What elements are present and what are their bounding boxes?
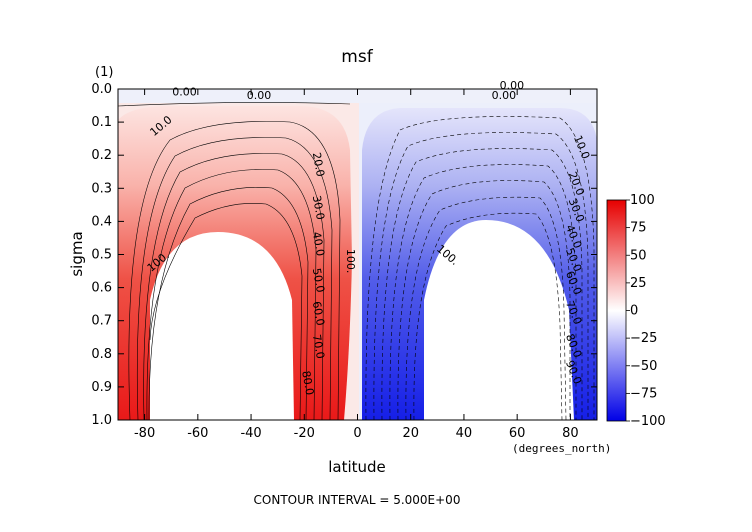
contour-label: 100. bbox=[344, 249, 357, 274]
y-axis: 0.0 0.1 0.2 0.3 0.4 0.5 0.6 0.7 0.8 0.9 1.0 bbox=[91, 82, 597, 428]
x-tick-label: 80 bbox=[562, 426, 579, 441]
southern-terrain-mask bbox=[150, 232, 294, 420]
colorbar-tick-label: 75 bbox=[630, 221, 647, 236]
contour-field bbox=[118, 89, 597, 420]
x-tick-label: 60 bbox=[509, 426, 526, 441]
colorbar-tick-label: 0 bbox=[630, 304, 638, 319]
x-tick-label: -40 bbox=[240, 426, 261, 441]
x-tick-label: 40 bbox=[456, 426, 473, 441]
northern-terrain-mask bbox=[424, 220, 574, 420]
colorbar-tick-label: 25 bbox=[630, 276, 647, 291]
colorbar-tick-label: −25 bbox=[630, 331, 657, 346]
y-tick-label: 1.0 bbox=[91, 413, 112, 428]
colorbar-tick-label: 50 bbox=[630, 248, 647, 263]
y-units-label: (1) bbox=[95, 65, 113, 80]
x-tick-label: 20 bbox=[402, 426, 419, 441]
colorbar bbox=[606, 199, 627, 422]
x-axis-label: latitude bbox=[328, 458, 386, 476]
contour-label: 60.0 bbox=[310, 300, 327, 326]
y-axis-label: sigma bbox=[68, 231, 86, 276]
contour-label: 80.0 bbox=[299, 370, 316, 396]
contour-label: 70.0 bbox=[310, 333, 327, 359]
y-tick-label: 0.2 bbox=[91, 148, 112, 163]
y-tick-label: 0.6 bbox=[91, 281, 112, 296]
positive-contours bbox=[118, 102, 351, 420]
x-tick-label: 0 bbox=[353, 426, 361, 441]
y-tick-label: 0.4 bbox=[91, 214, 112, 229]
y-tick-label: 0.8 bbox=[91, 347, 112, 362]
y-tick-label: 0.1 bbox=[91, 115, 112, 130]
colorbar-tick-label: −100 bbox=[630, 414, 666, 429]
y-tick-label: 0.0 bbox=[91, 82, 112, 97]
chart-title: msf bbox=[341, 47, 373, 67]
colorbar-ticks: 100 75 50 25 0 −25 −50 −75 −100 bbox=[626, 193, 666, 429]
contour-label: 0.00 bbox=[172, 86, 197, 99]
y-tick-label: 0.7 bbox=[91, 314, 112, 329]
x-units-label: (degrees_north) bbox=[512, 442, 611, 455]
contour-label: 40.0 bbox=[310, 231, 327, 257]
contour-label: 20.0 bbox=[310, 151, 327, 177]
x-tick-label: -80 bbox=[134, 426, 155, 441]
negative-contours bbox=[365, 116, 595, 420]
x-tick-label: -60 bbox=[187, 426, 208, 441]
colorbar-tick-label: 100 bbox=[630, 193, 655, 208]
x-axis: -80 -60 -40 -20 0 20 40 60 80 bbox=[134, 89, 579, 441]
contour-label: 30.0 bbox=[310, 194, 327, 220]
contour-label: 0.00 bbox=[247, 89, 272, 102]
y-tick-label: 0.9 bbox=[91, 380, 112, 395]
x-tick-label: -20 bbox=[294, 426, 315, 441]
contour-label: 0.00 bbox=[500, 79, 525, 92]
contour-label: 50.0 bbox=[310, 267, 327, 293]
contour-interval-text: CONTOUR INTERVAL = 5.000E+00 bbox=[254, 493, 461, 507]
colorbar-tick-label: −75 bbox=[630, 386, 657, 401]
y-tick-label: 0.3 bbox=[91, 181, 112, 196]
contour-label: 0.00 bbox=[492, 89, 517, 102]
y-tick-label: 0.5 bbox=[91, 248, 112, 263]
colorbar-tick-label: −50 bbox=[630, 359, 657, 374]
